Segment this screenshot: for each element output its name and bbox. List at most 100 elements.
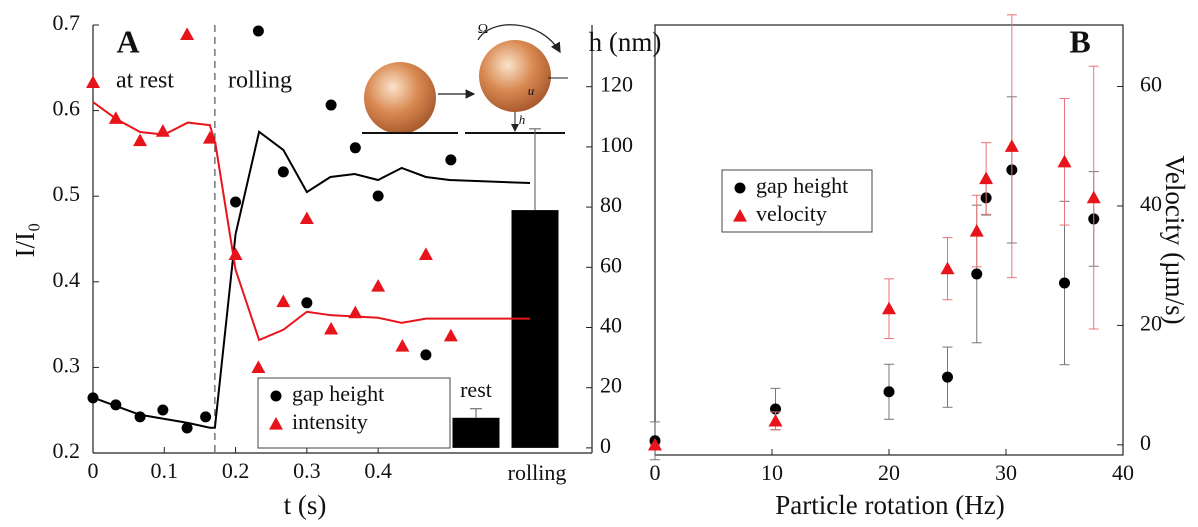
legend-box xyxy=(257,377,451,449)
legend-marker xyxy=(270,390,282,402)
triangle-marker xyxy=(1004,139,1019,152)
triangle-marker xyxy=(418,247,433,261)
triangle-marker xyxy=(299,211,314,225)
bar xyxy=(452,417,500,448)
dot-marker xyxy=(1059,277,1070,289)
dot-marker xyxy=(230,196,242,208)
y-tick-label: 0.7 xyxy=(53,10,81,35)
fit-line xyxy=(92,101,530,342)
x-tick-label: 0 xyxy=(88,458,99,483)
fit-line xyxy=(92,130,531,429)
y-tick-label: 0.2 xyxy=(53,438,81,463)
x-axis-label: Particle rotation (Hz) xyxy=(775,490,1004,520)
y2-tick-label: 0 xyxy=(600,433,611,458)
y2-tick-label: 120 xyxy=(600,72,633,97)
bar-label: rolling xyxy=(508,460,567,485)
annotation: u xyxy=(528,83,535,98)
dot-marker xyxy=(445,154,457,166)
triangle-marker xyxy=(395,339,410,352)
triangle-marker xyxy=(882,301,896,315)
y-tick-label: 0.4 xyxy=(53,267,81,292)
triangle-marker xyxy=(133,133,148,147)
dot-marker xyxy=(134,411,146,423)
panel-a-frame xyxy=(92,25,593,454)
triangle-marker xyxy=(276,294,291,308)
bar-label: rest xyxy=(460,377,492,402)
triangle-marker xyxy=(371,279,386,292)
legend-marker xyxy=(269,417,283,430)
x-tick-label: 0.1 xyxy=(151,458,179,483)
triangle-marker xyxy=(180,27,195,41)
legend-label: intensity xyxy=(292,409,368,434)
dot-marker xyxy=(372,190,384,202)
y-tick-label: 0.5 xyxy=(53,181,81,206)
dot-marker xyxy=(942,371,953,383)
x-tick-label: 0.3 xyxy=(293,458,321,483)
triangle-marker xyxy=(648,437,662,451)
y2-tick-label: 80 xyxy=(600,192,622,217)
triangle-marker xyxy=(324,321,339,335)
annotation: h xyxy=(519,112,526,127)
triangle-marker xyxy=(251,360,266,373)
y2-tick-label: 60 xyxy=(600,252,622,277)
annotation: Ω xyxy=(478,22,488,37)
dot-marker xyxy=(157,404,169,416)
y-axis-label: I/I₀ xyxy=(10,223,40,258)
x-tick-label: 0 xyxy=(650,460,661,485)
panel-title: B xyxy=(1069,23,1090,59)
dot-marker xyxy=(87,392,99,404)
bar xyxy=(511,210,559,448)
y2-tick-label: 20 xyxy=(1140,310,1162,335)
dot-marker xyxy=(301,297,313,309)
triangle-marker xyxy=(443,328,458,342)
y2-axis-label: Velocity (µm/s) xyxy=(1160,155,1190,324)
x-tick-label: 40 xyxy=(1112,460,1134,485)
y2-tick-label: 60 xyxy=(1140,72,1162,97)
inset-schematic xyxy=(362,24,568,134)
triangle-marker xyxy=(1057,154,1072,168)
dot-marker xyxy=(420,349,432,361)
triangle-marker xyxy=(155,124,170,137)
panel-title: A xyxy=(116,23,139,59)
triangle-marker xyxy=(979,171,994,185)
triangle-marker xyxy=(348,305,363,319)
x-tick-label: 0.2 xyxy=(222,458,250,483)
triangle-marker xyxy=(108,111,123,124)
legend-marker xyxy=(733,209,747,222)
x-tick-label: 20 xyxy=(878,460,900,485)
dot-marker xyxy=(349,142,361,154)
x-axis-label: t (s) xyxy=(284,490,327,520)
y2-tick-label: 100 xyxy=(600,132,633,157)
y-tick-label: 0.3 xyxy=(53,352,81,377)
x-tick-label: 10 xyxy=(761,460,783,485)
x-tick-label: 0.4 xyxy=(364,458,392,483)
y2-tick-label: 40 xyxy=(600,313,622,338)
legend-marker xyxy=(734,182,746,194)
legend-label: gap height xyxy=(756,173,848,198)
dot-marker xyxy=(971,268,983,280)
dot-marker xyxy=(883,386,895,398)
dot-marker xyxy=(181,422,193,434)
legend-label: velocity xyxy=(756,201,827,226)
dot-marker xyxy=(200,411,212,423)
triangle-marker xyxy=(202,130,217,144)
triangle-marker xyxy=(228,247,243,261)
annotation: rolling xyxy=(228,68,292,94)
legend-label: gap height xyxy=(292,381,384,406)
dot-marker xyxy=(252,25,264,37)
annotation: at rest xyxy=(116,68,174,94)
dot-marker xyxy=(277,166,289,178)
y2-tick-label: 40 xyxy=(1140,191,1162,216)
y-tick-label: 0.6 xyxy=(53,96,81,121)
y2-tick-label: 0 xyxy=(1140,430,1151,455)
y2-axis-label: h (nm) xyxy=(589,27,662,57)
triangle-marker xyxy=(940,261,955,275)
triangle-marker xyxy=(1086,190,1101,204)
dot-marker xyxy=(110,399,122,411)
triangle-marker xyxy=(969,224,984,237)
dot-marker xyxy=(325,99,337,111)
y2-tick-label: 20 xyxy=(600,373,622,398)
triangle-marker xyxy=(86,75,100,88)
legend-box xyxy=(721,169,873,233)
